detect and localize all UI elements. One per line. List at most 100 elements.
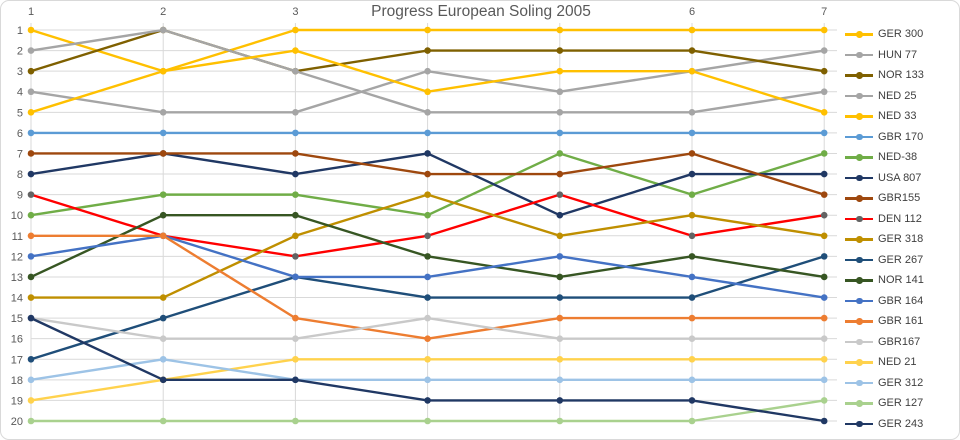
data-point-marker[interactable] xyxy=(292,109,299,116)
data-point-marker[interactable] xyxy=(556,273,564,281)
data-point-marker[interactable] xyxy=(820,335,828,342)
data-point-marker[interactable] xyxy=(820,88,828,96)
data-point-marker[interactable] xyxy=(159,67,167,75)
data-point-marker[interactable] xyxy=(556,170,564,178)
data-point-marker[interactable] xyxy=(820,397,828,404)
data-point-marker[interactable] xyxy=(688,191,696,198)
legend-item-ger-243[interactable]: GER 243 xyxy=(845,414,924,435)
data-point-marker[interactable] xyxy=(688,47,696,54)
data-point-marker[interactable] xyxy=(292,47,299,54)
data-point-marker[interactable] xyxy=(159,232,167,240)
data-point-marker[interactable] xyxy=(820,26,828,34)
data-point-marker[interactable] xyxy=(27,109,35,116)
legend-item-den-112[interactable]: DEN 112 xyxy=(845,209,924,230)
data-point-marker[interactable] xyxy=(27,129,35,137)
data-point-marker[interactable] xyxy=(424,67,431,75)
data-point-marker[interactable] xyxy=(27,397,35,404)
data-point-marker[interactable] xyxy=(688,273,696,281)
data-point-marker[interactable] xyxy=(292,170,299,178)
data-point-marker[interactable] xyxy=(820,273,828,281)
data-point-marker[interactable] xyxy=(556,376,564,384)
data-point-marker[interactable] xyxy=(424,232,431,240)
data-point-marker[interactable] xyxy=(424,314,431,322)
data-point-marker[interactable] xyxy=(292,376,299,384)
data-point-marker[interactable] xyxy=(820,355,828,363)
data-point-marker[interactable] xyxy=(556,232,564,240)
data-point-marker[interactable] xyxy=(556,397,564,404)
legend-item-nor-133[interactable]: NOR 133 xyxy=(845,65,924,86)
data-point-marker[interactable] xyxy=(556,129,564,137)
data-point-marker[interactable] xyxy=(27,253,35,260)
series-gbr155[interactable] xyxy=(27,150,828,198)
data-point-marker[interactable] xyxy=(688,397,696,404)
data-point-marker[interactable] xyxy=(424,211,431,219)
legend-item-ger-267[interactable]: GER 267 xyxy=(845,250,924,271)
data-point-marker[interactable] xyxy=(292,67,299,75)
data-point-marker[interactable] xyxy=(292,150,299,157)
legend-item-ger-300[interactable]: GER 300 xyxy=(845,24,924,45)
data-point-marker[interactable] xyxy=(688,355,696,363)
legend-item-ger-312[interactable]: GER 312 xyxy=(845,373,924,394)
data-point-marker[interactable] xyxy=(27,191,35,198)
data-point-marker[interactable] xyxy=(292,191,299,198)
data-point-marker[interactable] xyxy=(159,211,167,219)
data-point-marker[interactable] xyxy=(820,211,828,219)
data-point-marker[interactable] xyxy=(292,273,299,281)
data-point-marker[interactable] xyxy=(27,376,35,384)
data-point-marker[interactable] xyxy=(556,335,564,342)
data-point-marker[interactable] xyxy=(424,397,431,404)
data-point-marker[interactable] xyxy=(27,170,35,178)
data-point-marker[interactable] xyxy=(688,170,696,178)
data-point-marker[interactable] xyxy=(688,67,696,75)
data-point-marker[interactable] xyxy=(159,417,167,425)
data-point-marker[interactable] xyxy=(424,109,431,116)
data-point-marker[interactable] xyxy=(27,47,35,54)
data-point-marker[interactable] xyxy=(159,314,167,322)
legend-item-nor-141[interactable]: NOR 141 xyxy=(845,270,924,291)
data-point-marker[interactable] xyxy=(688,314,696,322)
data-point-marker[interactable] xyxy=(27,26,35,34)
data-point-marker[interactable] xyxy=(820,47,828,54)
data-point-marker[interactable] xyxy=(424,294,431,301)
data-point-marker[interactable] xyxy=(27,211,35,219)
data-point-marker[interactable] xyxy=(27,273,35,281)
data-point-marker[interactable] xyxy=(820,253,828,260)
data-point-marker[interactable] xyxy=(688,376,696,384)
data-point-marker[interactable] xyxy=(556,253,564,260)
data-point-marker[interactable] xyxy=(159,109,167,116)
data-point-marker[interactable] xyxy=(556,417,564,425)
data-point-marker[interactable] xyxy=(159,150,167,157)
legend-item-gbr-161[interactable]: GBR 161 xyxy=(845,311,924,332)
data-point-marker[interactable] xyxy=(820,417,828,425)
data-point-marker[interactable] xyxy=(688,294,696,301)
legend-item-ned-21[interactable]: NED 21 xyxy=(845,352,924,373)
legend-item-ned-38[interactable]: NED-38 xyxy=(845,147,924,168)
data-point-marker[interactable] xyxy=(27,150,35,157)
data-point-marker[interactable] xyxy=(292,355,299,363)
series-ned-25[interactable] xyxy=(27,26,828,116)
data-point-marker[interactable] xyxy=(556,26,564,34)
legend-item-gbr167[interactable]: GBR167 xyxy=(845,332,924,353)
legend-item-ger-127[interactable]: GER 127 xyxy=(845,393,924,414)
data-point-marker[interactable] xyxy=(556,294,564,301)
series-ger-318[interactable] xyxy=(27,191,828,301)
data-point-marker[interactable] xyxy=(688,129,696,137)
data-point-marker[interactable] xyxy=(424,191,431,198)
data-point-marker[interactable] xyxy=(292,26,299,34)
data-point-marker[interactable] xyxy=(820,294,828,301)
series-gbr-170[interactable] xyxy=(27,129,828,137)
series-nor-141[interactable] xyxy=(27,211,828,281)
series-ger-312[interactable] xyxy=(27,355,828,384)
data-point-marker[interactable] xyxy=(27,232,35,240)
data-point-marker[interactable] xyxy=(820,129,828,137)
data-point-marker[interactable] xyxy=(556,211,564,219)
data-point-marker[interactable] xyxy=(159,294,167,301)
data-point-marker[interactable] xyxy=(556,109,564,116)
data-point-marker[interactable] xyxy=(27,417,35,425)
data-point-marker[interactable] xyxy=(159,26,167,34)
data-point-marker[interactable] xyxy=(424,273,431,281)
data-point-marker[interactable] xyxy=(688,417,696,425)
data-point-marker[interactable] xyxy=(27,67,35,75)
data-point-marker[interactable] xyxy=(292,232,299,240)
data-point-marker[interactable] xyxy=(688,211,696,219)
